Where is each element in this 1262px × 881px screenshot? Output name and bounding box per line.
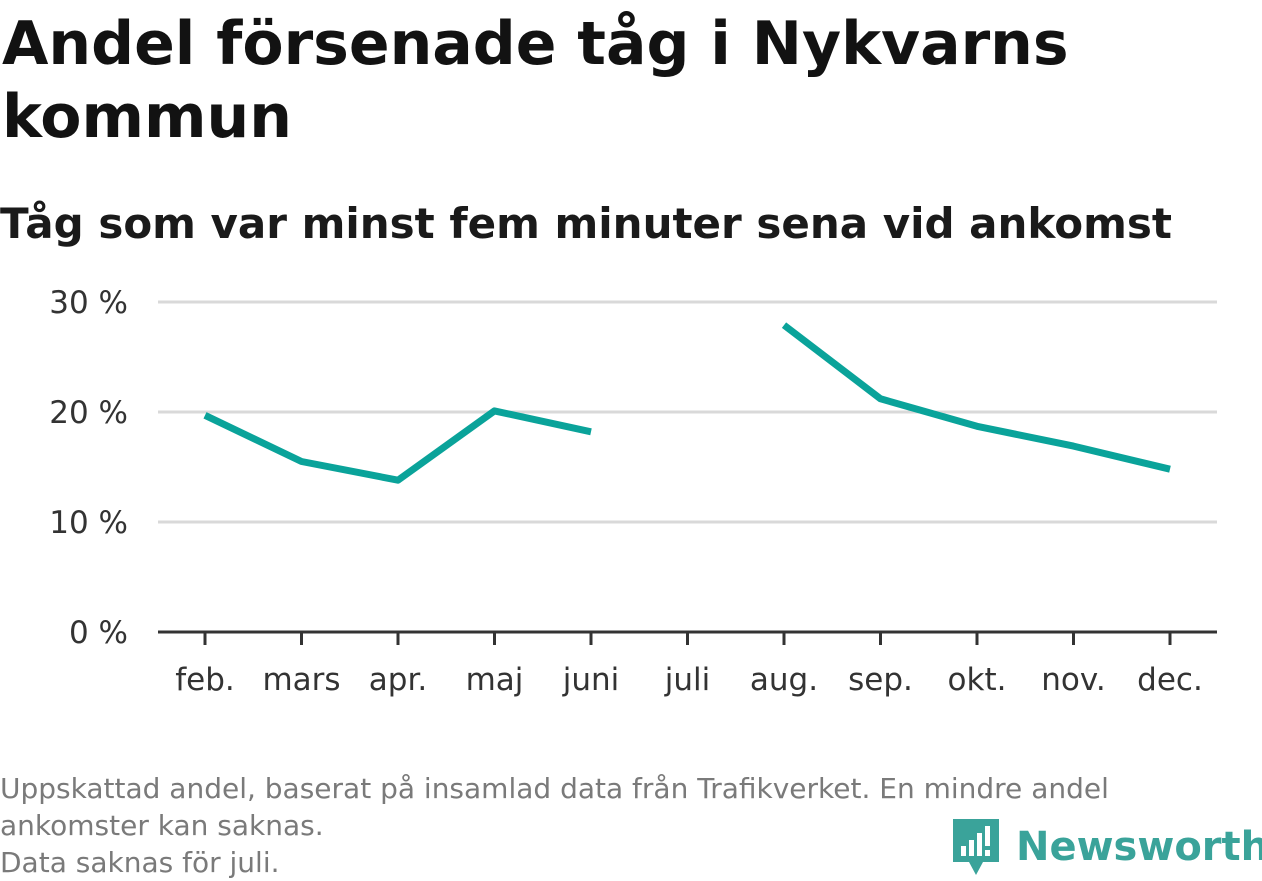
footnote-line-2: ankomster kan saknas. [0,809,324,842]
x-axis [158,630,1217,645]
x-tick-label: dec. [1137,662,1203,698]
x-tick-label: sep. [848,662,913,698]
bar-chart-bubble-icon [953,819,999,875]
x-tick-label: nov. [1041,662,1105,698]
brand-name: Newsworthy [1016,824,1262,870]
x-tick-label: apr. [369,662,427,698]
footnote-line-1: Uppskattad andel, baserat på insamlad da… [0,772,1109,805]
y-tick-label: 20 % [49,395,128,431]
newsworthy-logo: Newsworthy [950,816,1262,878]
chart-title: Andel försenade tåg i Nykvarns kommun [2,9,1069,152]
x-tick-label: mars [262,662,340,698]
x-tick-label: juni [562,662,620,698]
x-axis-tick-labels: feb. mars apr. maj juni juli aug. sep. okt. nov. d… [175,662,1203,698]
x-tick-label: maj [466,662,524,698]
series-line-segment-1 [203,407,592,484]
y-tick-label: 30 % [49,285,128,321]
x-tick-label: okt. [948,662,1007,698]
gridlines [158,300,1217,524]
footnote-line-3: Data saknas för juli. [0,846,280,879]
x-tick-label: feb. [175,662,235,698]
series-line-segment-2 [781,322,1171,473]
x-tick-label: juli [664,662,711,698]
y-tick-label: 0 % [69,615,128,651]
chart-subtitle: Tåg som var minst fem minuter sena vid a… [0,199,1172,248]
y-tick-label: 10 % [49,505,128,541]
x-tick-label: aug. [750,662,818,698]
footnote: Uppskattad andel, baserat på insamlad da… [0,770,1250,881]
series-lines [203,322,1171,484]
y-axis-tick-labels: 0 % 10 % 20 % 30 % [49,285,128,651]
